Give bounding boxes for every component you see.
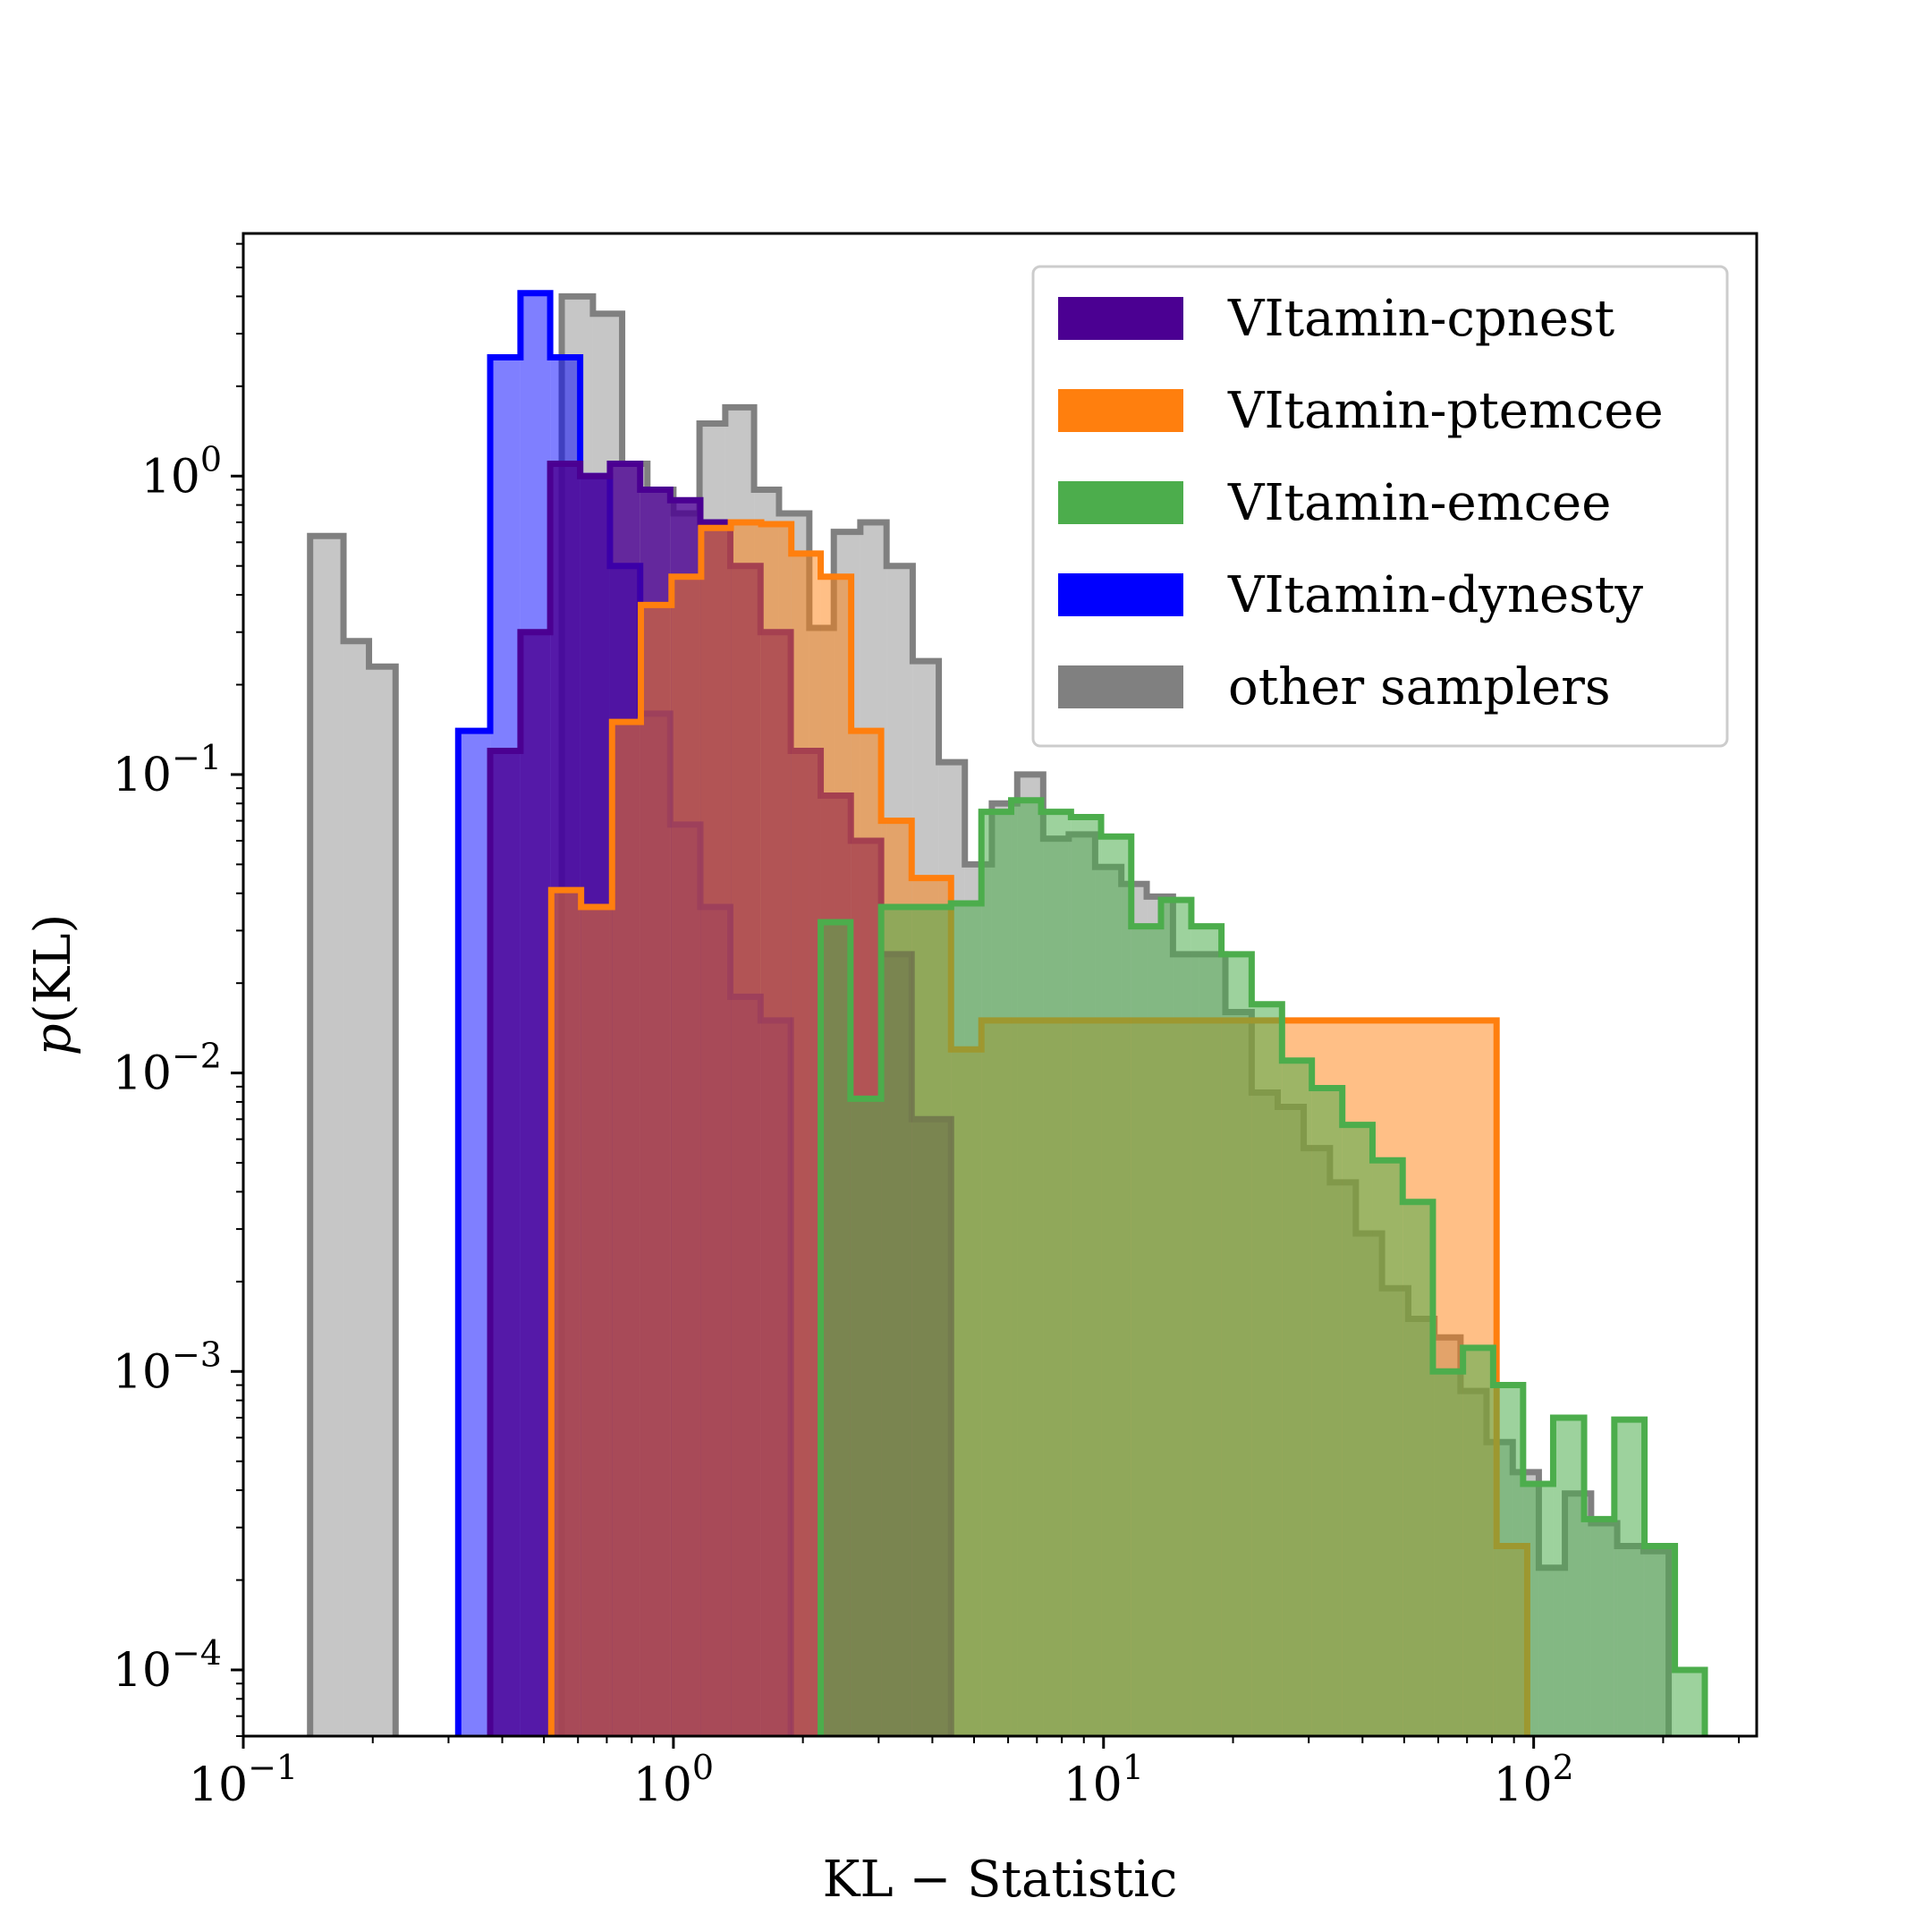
legend: VItamin-cpnest VItamin-ptemcee VItamin-emc…	[1031, 265, 1729, 748]
bar	[1522, 1484, 1554, 1736]
legend-swatch	[1058, 573, 1183, 616]
bar	[1221, 953, 1252, 1736]
bar	[1311, 1088, 1343, 1736]
bar	[1553, 1417, 1585, 1736]
bar	[309, 536, 344, 1736]
bar	[1462, 1347, 1494, 1736]
bar	[791, 553, 821, 1736]
y-tick-label: 10−1	[113, 738, 222, 802]
x-tick-label: 10−1	[189, 1748, 298, 1812]
bar	[1160, 900, 1191, 1736]
legend-swatch	[1058, 665, 1183, 708]
bar	[1372, 1160, 1403, 1736]
bar	[640, 605, 672, 1736]
bar	[612, 722, 641, 1736]
legend-swatch	[1058, 481, 1183, 524]
bar	[1101, 836, 1131, 1736]
legend-label: VItamin-emcee	[1227, 474, 1611, 532]
legend-label: VItamin-dynesty	[1227, 566, 1643, 624]
series-vitamin-emcee	[818, 797, 1708, 1736]
bar	[520, 631, 551, 1736]
bar	[1432, 1371, 1463, 1736]
bar	[850, 1098, 882, 1736]
bar	[881, 906, 912, 1736]
legend-box	[1031, 265, 1729, 748]
bar	[911, 906, 952, 1736]
bar	[580, 906, 613, 1736]
bar	[1674, 1669, 1706, 1736]
bar	[1282, 1060, 1312, 1736]
x-axis: 10−1 100 101 102	[189, 1736, 1741, 1812]
bar	[820, 922, 851, 1736]
legend-label: VItamin-cpnest	[1227, 290, 1615, 348]
bar	[1402, 1201, 1433, 1736]
y-tick-label: 10−3	[113, 1335, 222, 1399]
bar	[1191, 926, 1222, 1736]
bar	[1644, 1546, 1675, 1736]
series-outline	[818, 797, 1708, 1736]
bar	[1342, 1124, 1373, 1736]
x-axis-label: KL − Statistic	[823, 1851, 1178, 1909]
bar	[343, 640, 369, 1736]
y-tick-label: 10−2	[113, 1037, 222, 1101]
series-outline	[307, 532, 399, 1736]
bar	[490, 750, 521, 1736]
legend-label: other samplers	[1228, 658, 1611, 716]
y-tick-label: 10−4	[113, 1633, 222, 1698]
legend-swatch	[1058, 297, 1183, 340]
bar	[1614, 1419, 1645, 1736]
bar	[369, 666, 396, 1736]
bar	[981, 811, 1012, 1736]
bar	[1011, 800, 1041, 1736]
y-axis-label: p(KL)	[24, 914, 82, 1056]
legend-swatch	[1058, 389, 1183, 432]
bar	[671, 576, 701, 1736]
series-other-samplers	[307, 532, 399, 1736]
histogram-bars	[307, 290, 1708, 1736]
bar	[1584, 1519, 1614, 1736]
bar	[1071, 817, 1102, 1736]
bar	[551, 890, 581, 1736]
x-tick-label: 101	[1063, 1748, 1144, 1812]
y-axis: 100 10−1 10−2 10−3 10−4	[113, 242, 243, 1737]
bar	[458, 731, 491, 1736]
x-tick-label: 102	[1493, 1748, 1573, 1812]
bar	[951, 903, 982, 1736]
bar	[1251, 1004, 1283, 1736]
bar	[731, 521, 762, 1736]
legend-label: VItamin-ptemcee	[1227, 382, 1664, 440]
bar	[1493, 1385, 1523, 1736]
bar	[1131, 926, 1161, 1736]
bar	[761, 524, 792, 1736]
x-tick-label: 100	[633, 1748, 714, 1812]
bar	[1040, 811, 1072, 1736]
bar	[700, 528, 732, 1736]
plot-frame	[242, 232, 1758, 1738]
y-tick-label: 100	[141, 439, 222, 504]
